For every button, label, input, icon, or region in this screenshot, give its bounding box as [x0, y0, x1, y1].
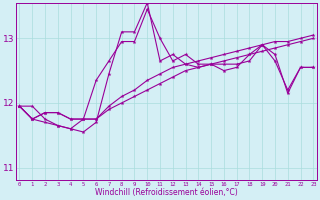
X-axis label: Windchill (Refroidissement éolien,°C): Windchill (Refroidissement éolien,°C) — [95, 188, 238, 197]
